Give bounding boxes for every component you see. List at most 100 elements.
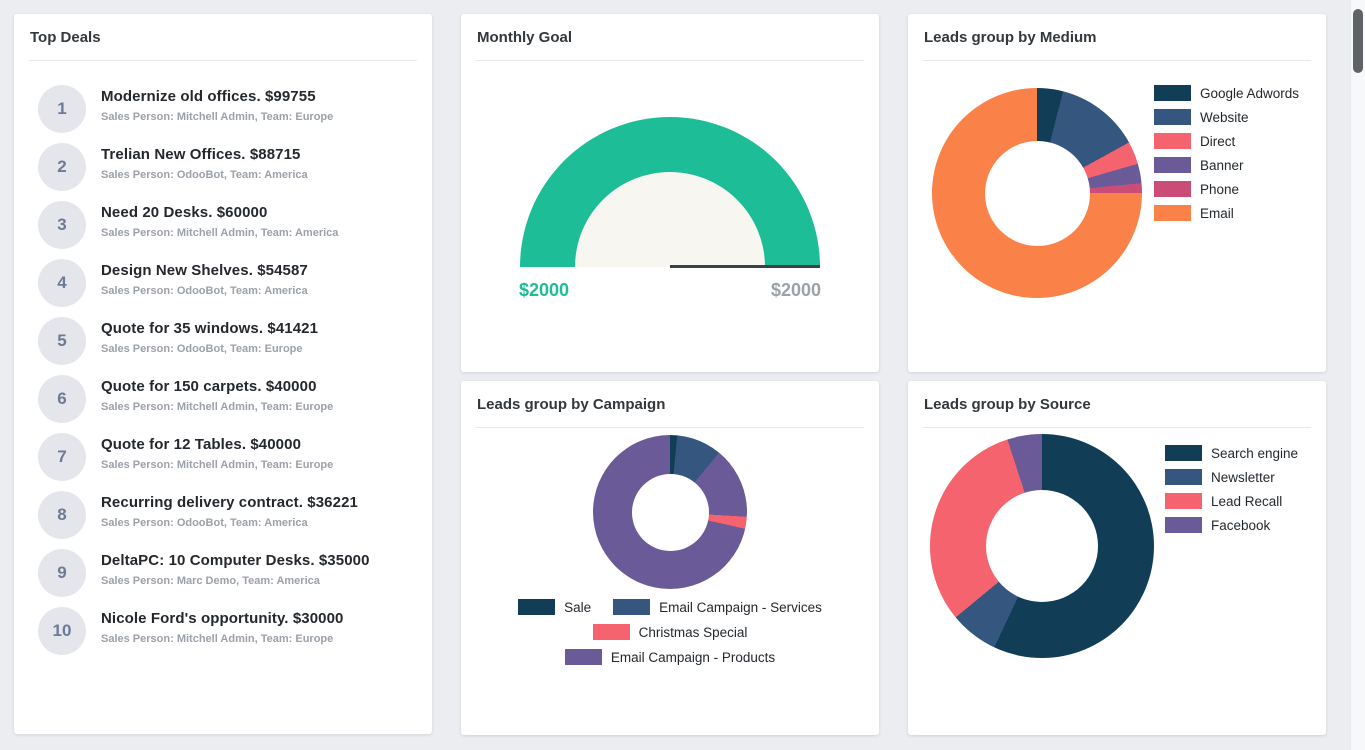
card-title: Monthly Goal [477,29,572,46]
legend-item-email[interactable]: Email [1154,205,1299,221]
legend-label: Search engine [1211,445,1299,461]
legend-item-christmas-special[interactable]: Christmas Special [592,624,747,640]
legend-item-newsletter[interactable]: Newsletter [1165,469,1298,485]
deal-title: Quote for 35 windows. $41421 [101,320,319,337]
legend-label: Email [1200,205,1234,221]
legend-label: Google Adwords [1200,85,1300,101]
card-title: Leads group by Campaign [477,396,666,413]
legend-swatch [1154,85,1191,101]
top-deals-card: Top Deals 1 Modernize old offices. $9975… [14,14,432,734]
deal-title: Recurring delivery contract. $36221 [101,494,358,511]
legend-item-lead-recall[interactable]: Lead Recall [1165,493,1298,509]
deal-subtitle: Sales Person: Mitchell Admin, Team: Euro… [101,459,334,471]
source-donut-chart[interactable] [930,434,1154,658]
deal-row: 5 Quote for 35 windows. $41421 Sales Per… [38,317,416,365]
legend-label: Email Campaign - Products [610,649,776,665]
legend-item-banner[interactable]: Banner [1154,157,1299,173]
legend-item-email-campaign-services[interactable]: Email Campaign - Services [613,599,822,615]
legend-swatch [1154,157,1191,173]
deal-subtitle: Sales Person: Mitchell Admin, Team: Euro… [101,401,334,413]
deal-row: 9 DeltaPC: 10 Computer Desks. $35000 Sal… [38,549,416,597]
legend-label: Sale [564,599,592,615]
deal-rank-badge: 6 [38,375,86,423]
card-title: Leads group by Source [924,396,1091,413]
gauge-needle [670,265,820,268]
deal-row: 1 Modernize old offices. $99755 Sales Pe… [38,85,416,133]
campaign-header: Leads group by Campaign [476,381,864,428]
legend-swatch [1165,469,1202,485]
medium-legend: Google Adwords Website Direct Banner [1154,85,1299,221]
card-title: Leads group by Medium [924,29,1097,46]
legend-item-google-adwords[interactable]: Google Adwords [1154,85,1299,101]
legend-label: Email Campaign - Services [659,599,822,615]
medium-chart-card: Leads group by Medium Google Adwords Web… [908,14,1326,372]
monthly-goal-gauge-chart[interactable] [520,117,820,268]
donut-hole [631,473,709,551]
legend-swatch [592,624,630,640]
legend-swatch [1165,517,1202,533]
legend-item-sale[interactable]: Sale [518,599,591,615]
deal-title: Need 20 Desks. $60000 [101,204,268,221]
campaign-donut-chart[interactable] [593,435,747,589]
legend-label: Direct [1200,133,1236,149]
campaign-legend: Sale Email Campaign - Services Christmas… [485,599,855,665]
legend-swatch [518,599,556,615]
donut-hole [986,490,1098,602]
deal-row: 6 Quote for 150 carpets. $40000 Sales Pe… [38,375,416,423]
campaign-chart-card: Leads group by Campaign Sale Email Campa… [461,381,879,735]
deal-rank-badge: 4 [38,259,86,307]
deal-title: Trelian New Offices. $88715 [101,146,301,163]
deal-title: Design New Shelves. $54587 [101,262,308,279]
monthly-goal-card: Monthly Goal $2000 $2000 [461,14,879,372]
legend-item-direct[interactable]: Direct [1154,133,1299,149]
monthly-goal-header: Monthly Goal [476,14,864,61]
scrollbar-thumb[interactable] [1353,9,1363,73]
deal-rank-badge: 9 [38,549,86,597]
gauge-current-value: $2000 [519,280,570,300]
deal-title: Quote for 150 carpets. $40000 [101,378,317,395]
source-header: Leads group by Source [923,381,1311,428]
source-chart-card: Leads group by Source Search engine News… [908,381,1326,735]
legend-item-search-engine[interactable]: Search engine [1165,445,1298,461]
deal-rank-badge: 7 [38,433,86,481]
medium-donut-chart[interactable] [932,88,1142,298]
deal-row: 4 Design New Shelves. $54587 Sales Perso… [38,259,416,307]
source-legend: Search engine Newsletter Lead Recall Fac… [1165,445,1298,533]
card-title: Top Deals [30,29,101,46]
deal-subtitle: Sales Person: OdooBot, Team: America [101,517,308,529]
deal-title: Quote for 12 Tables. $40000 [101,436,302,453]
legend-label: Website [1200,109,1249,125]
donut-hole [984,140,1090,246]
deal-title: DeltaPC: 10 Computer Desks. $35000 [101,552,370,569]
deal-row: 10 Nicole Ford's opportunity. $30000 Sal… [38,607,416,655]
deal-row: 3 Need 20 Desks. $60000 Sales Person: Mi… [38,201,416,249]
deal-subtitle: Sales Person: Mitchell Admin, Team: Euro… [101,111,334,123]
legend-swatch [613,599,651,615]
legend-swatch [564,649,602,665]
deal-rank-badge: 1 [38,85,86,133]
deal-row: 8 Recurring delivery contract. $36221 Sa… [38,491,416,539]
deal-subtitle: Sales Person: Marc Demo, Team: America [101,575,320,587]
legend-label: Phone [1200,181,1240,197]
top-deals-header: Top Deals [29,14,417,61]
deal-rank-badge: 2 [38,143,86,191]
legend-item-email-campaign-products[interactable]: Email Campaign - Products [564,649,776,665]
legend-swatch [1165,445,1202,461]
legend-swatch [1154,133,1191,149]
deal-rank-badge: 5 [38,317,86,365]
vertical-scrollbar[interactable] [1350,0,1365,750]
deal-title: Modernize old offices. $99755 [101,88,316,105]
legend-label: Newsletter [1211,469,1275,485]
legend-swatch [1154,181,1191,197]
deal-subtitle: Sales Person: Mitchell Admin, Team: Euro… [101,633,334,645]
legend-item-phone[interactable]: Phone [1154,181,1299,197]
deal-row: 2 Trelian New Offices. $88715 Sales Pers… [38,143,416,191]
legend-item-facebook[interactable]: Facebook [1165,517,1298,533]
legend-label: Banner [1200,157,1244,173]
deal-rank-badge: 3 [38,201,86,249]
legend-item-website[interactable]: Website [1154,109,1299,125]
deal-row: 7 Quote for 12 Tables. $40000 Sales Pers… [38,433,416,481]
deal-subtitle: Sales Person: OdooBot, Team: America [101,169,308,181]
legend-swatch [1165,493,1202,509]
